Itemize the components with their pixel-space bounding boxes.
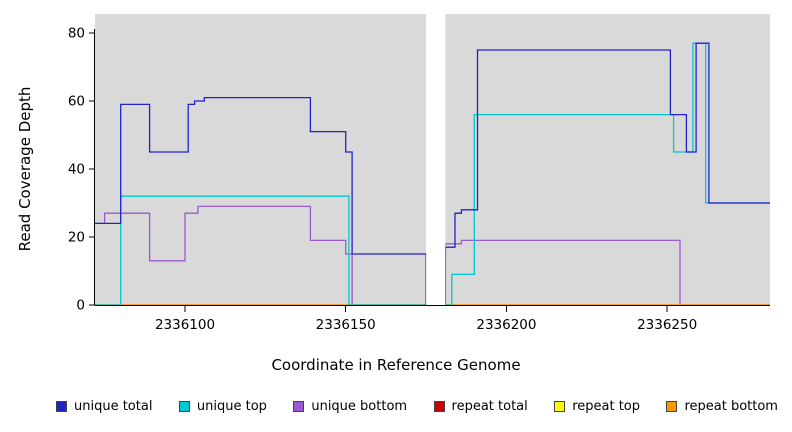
y-tick-label: 60: [68, 94, 85, 110]
y-axis-title: Read Coverage Depth: [16, 87, 34, 252]
y-tick-label: 20: [68, 230, 85, 246]
y-tick-label: 80: [68, 26, 85, 42]
legend-label: unique total: [74, 399, 153, 414]
x-tick-label: 2336100: [155, 317, 215, 333]
no-data-gap-band: [426, 8, 446, 305]
legend-item-unique-total: unique total: [56, 399, 152, 414]
legend-label: repeat total: [451, 399, 528, 414]
legend-swatch: [178, 401, 190, 412]
legend-label: unique bottom: [311, 399, 408, 414]
legend-item-unique-top: unique top: [178, 399, 267, 414]
legend-item-unique-bottom: unique bottom: [293, 399, 407, 414]
x-axis-title: Coordinate in Reference Genome: [271, 356, 521, 374]
legend: unique total unique top unique bottom repea…: [0, 399, 792, 414]
legend-item-repeat-bottom: repeat bottom: [666, 399, 778, 414]
x-tick-label: 2336250: [637, 317, 697, 333]
legend-label: unique top: [196, 399, 267, 414]
legend-swatch: [554, 401, 566, 412]
x-tick-label: 2336200: [476, 317, 536, 333]
plot-svg: 2336100 2336150 2336200 2336250 0 20 40 60 80 Re…: [16, 8, 770, 334]
legend-swatch: [56, 401, 67, 412]
y-tick-label: 0: [76, 298, 85, 314]
series-unique-bottom: [95, 205, 770, 306]
y-tick-label: 40: [68, 162, 85, 178]
legend-label: repeat bottom: [684, 399, 778, 414]
axis-layer: 2336100 2336150 2336200 2336250 0 20 40 60 80: [68, 26, 697, 334]
x-tick-label: 2336150: [316, 317, 376, 333]
legend-swatch: [293, 401, 305, 412]
legend-label: repeat top: [572, 399, 640, 414]
legend-item-repeat-total: repeat total: [433, 399, 528, 414]
legend-swatch: [666, 401, 678, 412]
legend-swatch: [433, 401, 445, 412]
legend-item-repeat-top: repeat top: [554, 399, 640, 414]
